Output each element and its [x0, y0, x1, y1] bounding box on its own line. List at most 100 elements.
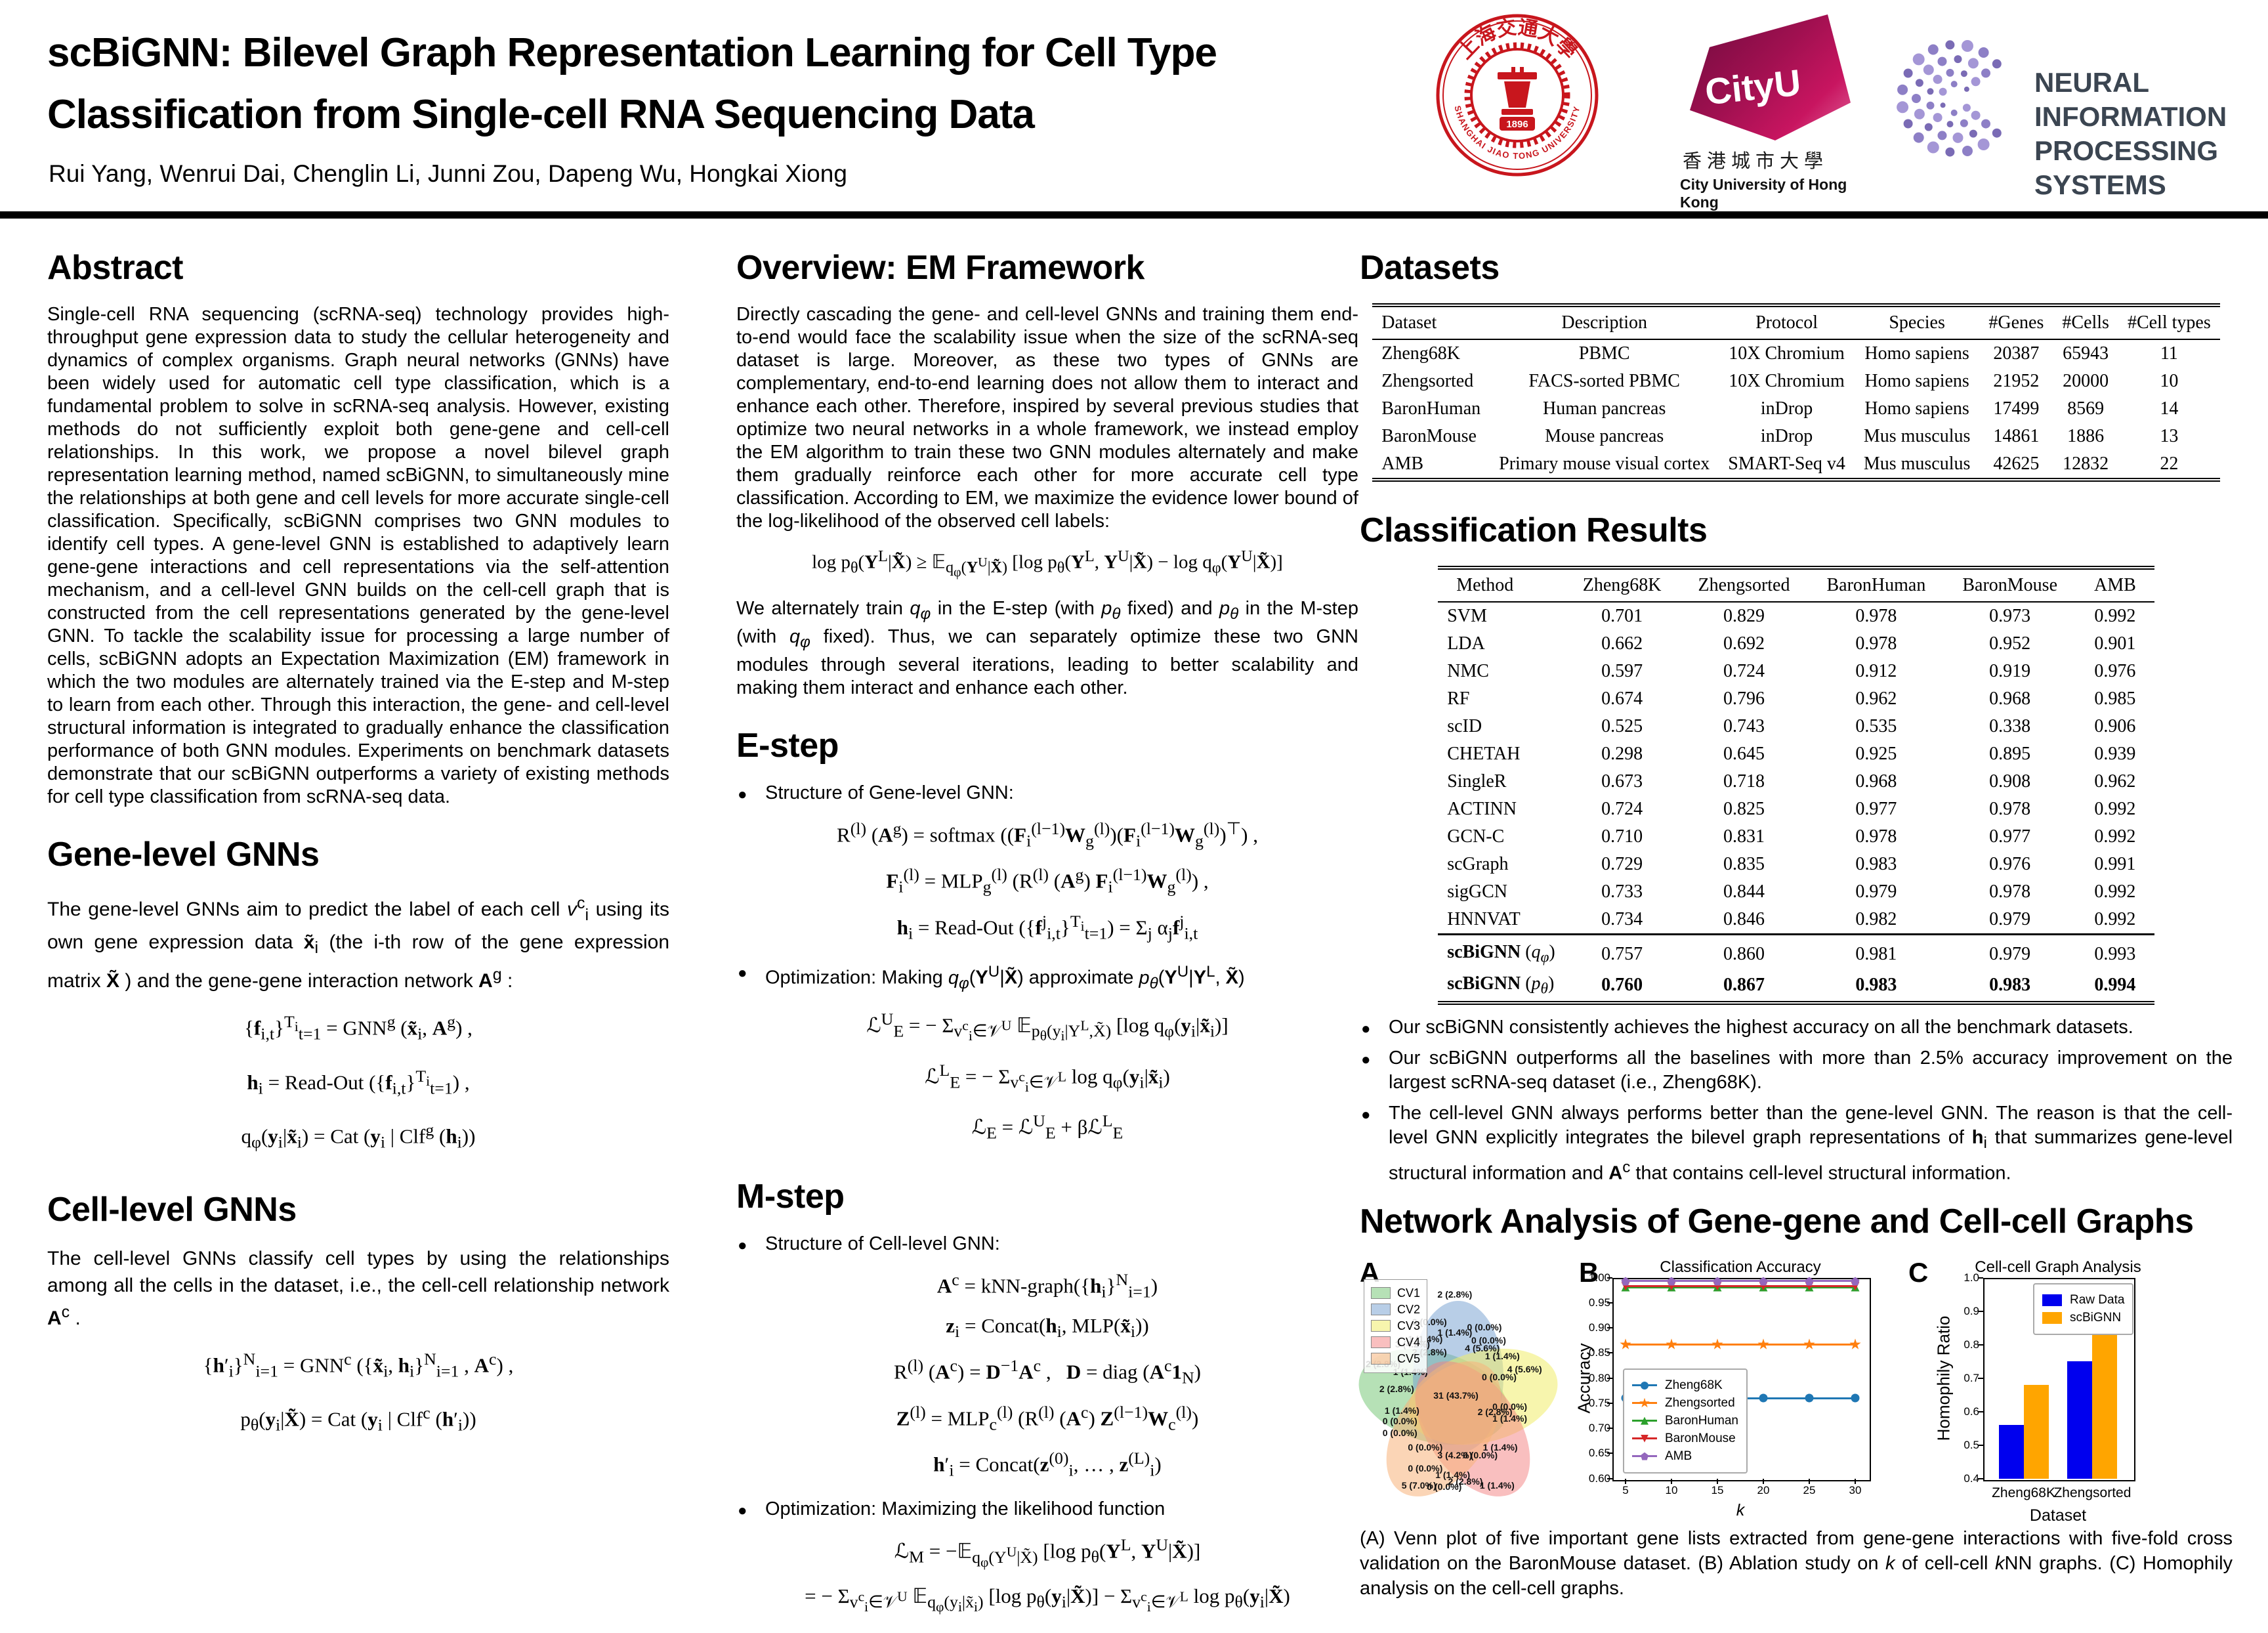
venn-legend-swatch [1371, 1304, 1391, 1316]
legend-line-sample [1632, 1452, 1657, 1460]
table-cell: 11 [2160, 343, 2178, 364]
table-cell: Homo sapiens [1864, 343, 1969, 364]
venn-legend-label: CV4 [1397, 1335, 1421, 1349]
table-cell: 13 [2160, 426, 2179, 446]
table-cell: HNNVAT [1447, 909, 1521, 929]
mstep-equation: Z(l) = MLPc(l) (R(l) (Ac) Z(l−1)Wc(l)) [896, 1402, 1199, 1434]
neurips-dot [1933, 74, 1942, 84]
venn-region-label: 0 (0.0%) [1482, 1371, 1517, 1382]
cell-gnn-intro: The cell-level GNNs classify cell types … [47, 1247, 669, 1329]
table-cell: 0.829 [1723, 606, 1765, 626]
table-row: Zheng68K PBMC 10X Chromium Homo sapiens 2038… [1372, 339, 2219, 368]
venn-legend-entry: CV2 [1371, 1303, 1420, 1317]
table-cell: 0.939 [2094, 744, 2136, 764]
x-tick-mark [1855, 1478, 1856, 1484]
table-cell: 0.867 [1723, 975, 1765, 996]
table-cell: 0.952 [1989, 633, 2031, 654]
gene-gnn-intro: The gene-level GNNs aim to predict the l… [47, 894, 669, 992]
neurips-dot [1960, 70, 1967, 77]
table-cell: 17499 [1993, 398, 2040, 419]
method-cell: scBiGNN (pθ) [1447, 973, 1555, 998]
y-tick-mark [1607, 1302, 1612, 1304]
panel-c-label: C [1908, 1256, 1929, 1288]
table-cell: 0.796 [1723, 689, 1765, 709]
y-tick-mark [1607, 1402, 1612, 1404]
table-cell: 0.298 [1601, 744, 1643, 764]
table-cell: 0.978 [1989, 881, 2031, 902]
venn-region-label: 1 (1.4%) [1492, 1413, 1528, 1424]
pentagon-marker [1621, 1277, 1630, 1286]
table-cell: SMART-Seq v4 [1728, 454, 1845, 474]
table-cell: 0.895 [1989, 744, 2031, 764]
cell-equation: pθ(yi|X̃) = Cat (yi | Clfc (h′i)) [240, 1403, 476, 1435]
y-tick-label: 0.90 [1588, 1321, 1610, 1334]
pentagon-marker [1759, 1277, 1768, 1286]
table-row: ACTINN 0.724 0.825 0.977 0.978 0.992 [1438, 795, 2154, 823]
venn-region-label: 1 (1.4%) [1435, 1469, 1471, 1480]
table-cell: NMC [1447, 661, 1489, 681]
table-cell: 0.979 [1855, 881, 1897, 902]
category-label: Zhengsorted [2053, 1485, 2132, 1500]
column-header: Zheng68K [1564, 568, 1680, 603]
table-cell: 0.919 [1989, 661, 2031, 681]
legend-entry: AMB [1632, 1449, 1738, 1464]
venn-region-label: 2 (2.8%) [1379, 1383, 1414, 1394]
x-tick-mark [1809, 1478, 1810, 1484]
series-line-zhengsorted [1626, 1343, 1855, 1346]
sjtu-year: 1896 [1506, 119, 1528, 130]
venn-region-label: 0 (0.0%) [1382, 1416, 1418, 1427]
neurips-dot [1937, 56, 1947, 66]
neurips-dot [1981, 68, 1990, 78]
table-cell: Homo sapiens [1864, 398, 1969, 419]
table-cell: 0.673 [1601, 771, 1643, 792]
table-cell: 0.729 [1601, 854, 1643, 874]
x-tick-mark [1717, 1478, 1718, 1484]
results-heading: Classification Results [1360, 511, 1708, 549]
neurips-dot [1946, 68, 1954, 77]
table-cell: 0.983 [1989, 975, 2031, 996]
table-cell: 10X Chromium [1729, 371, 1845, 391]
table-cell: 20000 [2063, 371, 2109, 391]
venn-region-label: 31 (43.7%) [1433, 1389, 1479, 1401]
venn-region-label: 0 (0.0%) [1492, 1401, 1528, 1412]
table-row: Zhengsorted FACS-sorted PBMC 10X Chromium H… [1372, 368, 2219, 395]
venn-region-label: 0 (0.0%) [1467, 1322, 1502, 1333]
column-header: Species [1854, 305, 1980, 340]
y-tick-mark [1978, 1277, 1983, 1279]
mstep-optimization-bullet: Optimization: Maximizing the likelihood … [736, 1497, 1358, 1523]
table-cell: 0.338 [1989, 716, 2031, 736]
neurips-dot [1981, 119, 1990, 129]
x-tick-label: 25 [1803, 1483, 1816, 1496]
panel-b-label: B [1579, 1256, 1599, 1288]
x-tick-mark [1671, 1478, 1672, 1484]
triangle-up-marker [1641, 1416, 1648, 1425]
venn-legend-swatch [1371, 1287, 1391, 1300]
neurips-dot [1927, 44, 1939, 55]
legend-line-sample [1632, 1397, 1657, 1408]
series-line-baronhuman [1626, 1286, 1855, 1288]
estep-equation: R(l) (Ag) = softmax ((Fi(l−1)Wg(l))(Fi(l… [837, 818, 1258, 851]
table-cell: 0.985 [2094, 689, 2136, 709]
estep-equation: Fi(l) = MLPg(l) (R(l) (Ag) Fi(l−1)Wg(l))… [886, 865, 1209, 897]
estep-structure-equations: R(l) (Ag) = softmax ((Fi(l−1)Wg(l))(Fi(l… [736, 812, 1358, 951]
figure-caption: (A) Venn plot of five important gene lis… [1360, 1527, 2233, 1599]
venn-region-label: 0 (0.0%) [1427, 1481, 1462, 1492]
legend-label: BaronHuman [1665, 1413, 1738, 1428]
column-header: BaronMouse [1944, 568, 2076, 603]
table-cell: 0.901 [2094, 633, 2136, 654]
table-row: scID 0.525 0.743 0.535 0.338 0.906 [1438, 713, 2154, 740]
y-tick-label: 0.7 [1964, 1371, 1979, 1384]
sjtu-anvil-emblem [1498, 67, 1537, 115]
legend-line-sample [1632, 1416, 1657, 1425]
neurips-dot [1992, 59, 2002, 69]
network-analysis-heading: Network Analysis of Gene-gene and Cell-c… [1360, 1202, 2194, 1241]
legend-entry: BaronMouse [1632, 1432, 1738, 1446]
y-tick-label: 0.60 [1588, 1472, 1610, 1485]
neurips-dot [1964, 86, 1969, 92]
column-header: BaronHuman [1808, 568, 1944, 603]
y-tick-label: 0.6 [1964, 1405, 1979, 1418]
neurips-wordmark: NEURAL INFORMATION PROCESSING SYSTEMS [2034, 66, 2258, 202]
table-cell: Mouse pancreas [1545, 426, 1664, 446]
table-cell: GCN-C [1447, 826, 1505, 847]
table-cell: PBMC [1578, 343, 1630, 364]
